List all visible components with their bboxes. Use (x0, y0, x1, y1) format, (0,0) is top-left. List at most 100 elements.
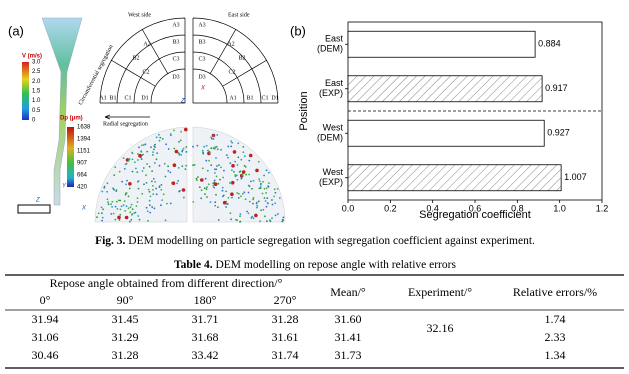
y-tick-label: East (DEM) (317, 34, 343, 54)
particle (264, 215, 266, 218)
particle (236, 164, 239, 166)
particle (119, 208, 122, 211)
axis-letter: Z (35, 198, 40, 204)
particle (230, 218, 233, 221)
particle (167, 165, 170, 168)
particle (234, 175, 237, 178)
particle (165, 143, 168, 146)
particle (210, 147, 213, 150)
particle (172, 163, 177, 167)
particle (206, 186, 208, 189)
particle (265, 187, 268, 190)
particle (220, 148, 223, 151)
particle (152, 178, 155, 180)
particle (193, 164, 196, 166)
particle (148, 199, 151, 202)
particle (218, 164, 220, 167)
particle (203, 145, 206, 148)
particle (158, 133, 160, 136)
particle (101, 216, 104, 219)
particle (118, 170, 121, 173)
particle (262, 208, 265, 211)
zone-label: A3 (198, 22, 205, 28)
particle (237, 142, 240, 145)
particle (113, 188, 115, 191)
column-header: 180° (194, 293, 217, 307)
particle (259, 187, 262, 190)
particle (158, 185, 161, 188)
particle (124, 210, 127, 212)
particle (113, 174, 116, 177)
particle (204, 177, 207, 180)
particle (239, 215, 241, 218)
particle (277, 213, 279, 215)
particle (225, 190, 228, 193)
particle (137, 180, 140, 183)
particle (247, 212, 250, 215)
particle (258, 180, 261, 183)
particle (123, 200, 126, 203)
side-label: West side (128, 12, 151, 18)
particle (229, 162, 232, 165)
particle (252, 202, 254, 205)
column-header: Experiment/° (408, 285, 472, 299)
particle (258, 178, 260, 181)
particle (147, 188, 150, 191)
particle (269, 220, 272, 223)
particle (127, 207, 130, 210)
zone-label: A3 (172, 22, 179, 28)
zone-label: D1 (271, 95, 278, 101)
particle (239, 213, 242, 215)
table-cell: 31.28 (112, 348, 139, 362)
particle (271, 217, 273, 220)
particle (169, 133, 172, 136)
table-cell: 31.45 (112, 312, 139, 326)
table-cell: 30.46 (32, 348, 59, 362)
particle (181, 149, 184, 152)
particle (152, 189, 154, 191)
particle (216, 165, 218, 167)
particle (214, 172, 216, 174)
particle (112, 187, 114, 190)
particle (146, 150, 149, 153)
particle (116, 208, 119, 210)
particle (164, 175, 167, 178)
particle (136, 171, 139, 174)
particle (239, 220, 242, 223)
particle (148, 165, 151, 168)
particle (178, 152, 181, 155)
bar (347, 119, 545, 147)
particle (200, 189, 203, 192)
table-title: Table 4. DEM modelling on repose angle w… (174, 259, 456, 271)
particle (217, 219, 220, 221)
particle (158, 164, 161, 167)
particles (96, 127, 285, 223)
particle (129, 211, 132, 214)
axis-letter: X (81, 206, 87, 212)
particle (217, 182, 220, 185)
particle (174, 149, 179, 154)
table-title-text: DEM modelling on repose angle with relat… (213, 259, 457, 271)
axis-letter: X (200, 86, 206, 92)
particle (155, 136, 158, 139)
particle (227, 196, 230, 199)
panel-label: (a) (8, 23, 24, 38)
particle (127, 195, 130, 198)
zone-label: C2 (142, 69, 149, 75)
particle (192, 145, 194, 148)
particle (235, 174, 238, 177)
particle (155, 158, 158, 161)
particle (251, 215, 254, 218)
zone-label: B1 (109, 95, 116, 101)
particle (197, 176, 199, 178)
particle (209, 152, 211, 155)
zone-label: A1 (99, 95, 106, 101)
diameter-colorbar (67, 127, 74, 187)
particle (219, 178, 221, 181)
particle (217, 206, 219, 209)
bar (347, 30, 536, 58)
table-cell: 31.73 (335, 348, 362, 362)
x-tick-label: 0.2 (384, 203, 397, 213)
column-header: Mean/° (330, 285, 366, 299)
